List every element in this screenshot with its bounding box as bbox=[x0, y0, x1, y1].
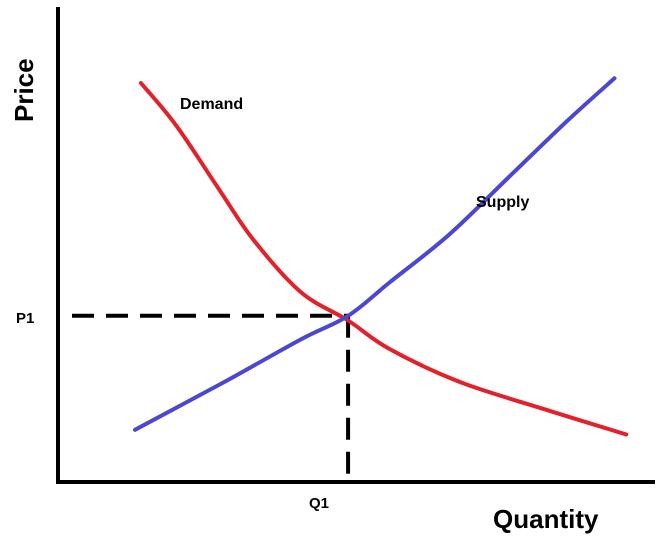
equilibrium-guides bbox=[72, 313, 351, 482]
y-axis-title: Price bbox=[9, 58, 39, 122]
demand-label: Demand bbox=[180, 96, 243, 113]
x-axis-title: Quantity bbox=[493, 504, 599, 534]
supply-label: Supply bbox=[476, 194, 529, 211]
p1-label: P1 bbox=[16, 310, 34, 327]
demand-curve bbox=[138, 81, 629, 437]
supply-curve bbox=[133, 76, 617, 432]
curves bbox=[133, 76, 629, 437]
q1-label: Q1 bbox=[309, 495, 329, 512]
